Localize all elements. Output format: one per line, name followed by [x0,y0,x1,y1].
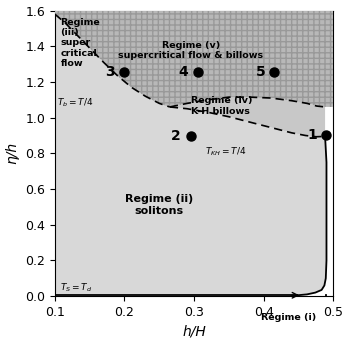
Text: 1: 1 [307,128,317,142]
Text: Regime (i): Regime (i) [261,313,316,322]
Text: 4: 4 [179,65,188,79]
Text: $\mathit{T_b=T/4}$: $\mathit{T_b=T/4}$ [57,96,94,109]
Text: $\mathit{T_{KH}=T/4}$: $\mathit{T_{KH}=T/4}$ [205,145,246,158]
X-axis label: h/H: h/H [182,324,206,338]
Polygon shape [55,14,326,295]
Text: 2: 2 [171,129,181,143]
Text: Regime
(iii)
super
critical
flow: Regime (iii) super critical flow [60,18,100,68]
Polygon shape [55,11,333,107]
Text: $\mathit{T_S=T_d}$: $\mathit{T_S=T_d}$ [60,282,93,294]
Polygon shape [55,11,170,107]
Text: Regime (ii)
solitons: Regime (ii) solitons [125,194,193,216]
Y-axis label: η/h: η/h [6,142,20,164]
Polygon shape [170,97,325,137]
Text: 3: 3 [105,65,115,79]
Text: 5: 5 [255,65,265,79]
Text: Regime (iv)
K-H billows: Regime (iv) K-H billows [191,96,252,116]
Text: Regime (v)
supercritical flow & billows: Regime (v) supercritical flow & billows [118,41,263,60]
